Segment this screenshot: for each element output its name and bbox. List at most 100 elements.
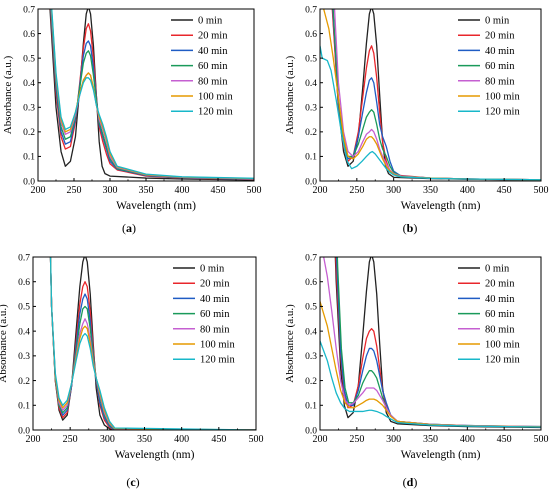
x-tick-label: 350	[423, 185, 438, 196]
legend-entry: 0 min	[485, 264, 510, 275]
series-line-7	[320, 340, 541, 428]
y-tick-label: 0.0	[18, 426, 30, 436]
series-line-5	[323, 257, 541, 428]
legend-entry: 0 min	[485, 16, 510, 27]
x-tick-label: 450	[497, 434, 512, 445]
y-tick-label: 0.2	[305, 128, 317, 138]
series-line-6	[320, 301, 541, 428]
x-tick-label: 300	[100, 434, 115, 445]
legend-entry: 100 min	[485, 340, 520, 351]
series-line-2	[49, 9, 254, 181]
x-tick-label: 300	[103, 185, 118, 196]
series-line-7	[51, 9, 254, 179]
series-line-2	[49, 257, 256, 430]
y-axis-label: Absorbance (a.u.)	[284, 55, 296, 134]
legend-entry: 120 min	[485, 355, 520, 366]
y-tick-label: 0.3	[23, 104, 35, 114]
legend-entry: 100 min	[200, 340, 235, 351]
y-tick-label: 0.4	[305, 327, 317, 337]
x-tick-label: 450	[211, 185, 226, 196]
y-tick-label: 0.7	[305, 253, 317, 263]
y-tick-label: 0.4	[23, 79, 35, 89]
series-line-5	[50, 9, 254, 180]
legend-entry: 0 min	[198, 16, 223, 27]
legend-entry: 80 min	[200, 324, 230, 335]
y-tick-label: 0.3	[305, 104, 317, 114]
panel-label: (b)	[403, 221, 418, 235]
y-tick-label: 0.1	[18, 402, 30, 412]
legend-entry: 20 min	[200, 279, 230, 290]
x-tick-label: 300	[386, 185, 401, 196]
x-tick-label: 350	[423, 434, 438, 445]
series-line-1	[49, 9, 254, 181]
x-tick-label: 450	[497, 185, 512, 196]
y-tick-label: 0.5	[18, 303, 30, 313]
legend-entry: 60 min	[485, 61, 515, 72]
series-line-4	[50, 9, 254, 180]
legend-entry: 100 min	[198, 92, 233, 103]
y-tick-label: 0.1	[23, 153, 35, 163]
legend-entry: 60 min	[200, 309, 230, 320]
legend-entry: 80 min	[485, 324, 515, 335]
legend-entry: 20 min	[485, 31, 515, 42]
y-tick-label: 0.3	[305, 352, 317, 362]
y-tick-label: 0.2	[305, 377, 317, 387]
x-tick-label: 400	[175, 185, 190, 196]
y-tick-label: 0.6	[18, 278, 30, 288]
legend-entry: 120 min	[198, 107, 233, 118]
series-line-1	[331, 9, 541, 181]
x-tick-label: 250	[67, 185, 82, 196]
legend-entry: 80 min	[198, 76, 228, 87]
chart-panel-3: 200 250 300 350 400 450 500 0.0 0.1 0.2 0.3 0.4 0.5 0…	[0, 253, 264, 489]
x-axis-label: Wavelength (nm)	[401, 449, 481, 461]
legend-entry: 20 min	[485, 279, 515, 290]
x-tick-label: 250	[63, 434, 78, 445]
x-tick-label: 200	[313, 185, 328, 196]
x-tick-label: 500	[534, 185, 549, 196]
panel-label: (d)	[403, 475, 418, 489]
chart-panel-4: 200 250 300 350 400 450 500 0.0 0.1 0.2 0.3 0.4 0.5 0…	[284, 253, 549, 489]
y-tick-label: 0.6	[23, 30, 35, 40]
legend-entry: 40 min	[485, 294, 515, 305]
x-tick-label: 200	[31, 185, 46, 196]
y-axis-label: Absorbance (a.u.)	[0, 304, 9, 383]
legend-entry: 40 min	[200, 294, 230, 305]
series-line-7	[320, 45, 541, 181]
y-tick-label: 0.5	[23, 54, 35, 64]
x-tick-label: 500	[249, 434, 264, 445]
legend-entry: 60 min	[485, 309, 515, 320]
x-tick-label: 450	[211, 434, 226, 445]
legend-entry: 40 min	[485, 46, 515, 57]
y-tick-label: 0.5	[305, 303, 317, 313]
y-tick-label: 0.1	[305, 153, 317, 163]
y-tick-label: 0.6	[305, 278, 317, 288]
x-tick-label: 400	[174, 434, 189, 445]
panel-label: (a)	[122, 221, 136, 235]
legend-entry: 20 min	[198, 31, 228, 42]
series-line-3	[50, 9, 254, 180]
x-axis-label: Wavelength (nm)	[116, 200, 196, 212]
y-tick-label: 0.0	[23, 177, 35, 187]
series-line-7	[49, 257, 256, 430]
x-tick-label: 300	[386, 434, 401, 445]
x-tick-label: 200	[26, 434, 41, 445]
series-line-1	[49, 257, 256, 430]
y-tick-label: 0.7	[305, 5, 317, 15]
x-tick-label: 400	[460, 434, 475, 445]
y-tick-label: 0.2	[18, 377, 30, 387]
y-tick-label: 0.5	[305, 54, 317, 64]
x-tick-label: 350	[137, 434, 152, 445]
x-axis-label: Wavelength (nm)	[115, 449, 195, 461]
legend-entry: 120 min	[200, 355, 235, 366]
legend-entry: 120 min	[485, 107, 520, 118]
legend-entry: 60 min	[198, 61, 228, 72]
x-axis-label: Wavelength (nm)	[401, 200, 481, 212]
x-tick-label: 500	[534, 434, 549, 445]
legend-entry: 80 min	[485, 76, 515, 87]
x-tick-label: 250	[349, 185, 364, 196]
y-tick-label: 0.2	[23, 128, 35, 138]
y-tick-label: 0.4	[18, 327, 30, 337]
y-tick-label: 0.1	[305, 402, 317, 412]
series-line-6	[323, 9, 541, 181]
x-tick-label: 400	[460, 185, 475, 196]
